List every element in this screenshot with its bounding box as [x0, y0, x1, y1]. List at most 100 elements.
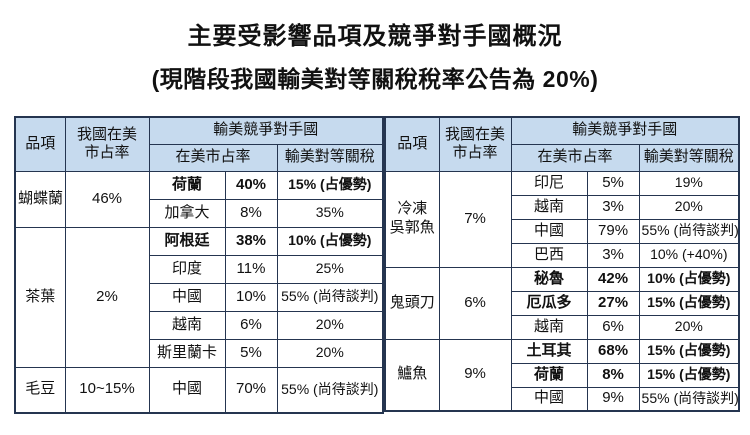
tariff-cell: 55% (尚待談判) — [276, 366, 384, 414]
share-cell: 5% — [224, 338, 278, 368]
right-header-row-2: 在美市占率 輸美對等關稅 — [385, 143, 740, 172]
country-cell: 中國 — [148, 282, 226, 312]
share-cell: 8% — [224, 198, 278, 228]
share-cell: 68% — [586, 338, 640, 364]
item-cell: 毛豆 — [14, 366, 66, 414]
our-share-cell: 10~15% — [64, 366, 150, 414]
our-share-cell: 6% — [438, 266, 512, 340]
left-header-row-2: 在美市占率 輸美對等關稅 — [15, 143, 384, 172]
left-table: 品項 我國在美 市占率 輸美競爭對手國 在美市占率 輸美對等關稅 蝴蝶蘭 46%… — [14, 116, 385, 414]
country-cell: 中國 — [510, 386, 588, 412]
right-header-competitor-share: 在美市占率 — [510, 143, 640, 172]
tariff-cell: 55% (尚待談判) — [638, 386, 740, 412]
share-cell: 42% — [586, 266, 640, 292]
table-row: 巴西 3% 10% (+40%) — [385, 242, 740, 268]
page-subtitle: (現階段我國輸美對等關稅稅率公告為 20%) — [151, 66, 599, 92]
table-row: 冷凍 吳郭魚 7% 印尼 5% 19% — [384, 170, 740, 268]
left-header-competitor-share: 在美市占率 — [148, 143, 278, 172]
country-cell: 荷蘭 — [148, 170, 226, 200]
table-row: 蝴蝶蘭 46% 荷蘭 40% 15% (占優勢) — [14, 170, 384, 228]
item-cell: 鱸魚 — [384, 338, 440, 412]
right-header-our-share-line1: 我國在美 — [445, 125, 506, 143]
country-cell: 巴西 — [510, 242, 588, 268]
table-row: 中國 10% 55% (尚待談判) — [15, 282, 384, 312]
country-cell: 越南 — [148, 310, 226, 340]
item-cell: 冷凍 吳郭魚 — [384, 170, 440, 268]
left-header-competitors: 輸美競爭對手國 — [148, 116, 384, 145]
tables-container: 品項 我國在美 市占率 輸美競爭對手國 在美市占率 輸美對等關稅 蝴蝶蘭 46%… — [14, 116, 741, 414]
our-share-cell: 9% — [438, 338, 512, 412]
tariff-cell: 35% — [276, 198, 384, 228]
tariff-cell: 10% (占優勢) — [638, 266, 740, 292]
share-cell: 5% — [586, 170, 640, 196]
tariff-cell: 20% — [276, 338, 384, 368]
table-row: 鱸魚 9% 土耳其 68% 15% (占優勢) — [384, 338, 740, 412]
left-header-our-share: 我國在美 市占率 — [64, 116, 150, 172]
share-cell: 3% — [586, 242, 640, 268]
country-cell: 越南 — [510, 314, 588, 340]
share-cell: 38% — [224, 226, 278, 256]
right-table: 品項 我國在美 市占率 輸美競爭對手國 在美市占率 輸美對等關稅 冷凍 吳郭魚 — [384, 116, 741, 412]
table-row: 越南 6% 20% — [15, 310, 384, 340]
tariff-cell: 20% — [638, 314, 740, 340]
share-cell: 6% — [224, 310, 278, 340]
country-cell: 荷蘭 — [510, 362, 588, 388]
slide: 主要受影響品項及競爭對手國概況 (現階段我國輸美對等關稅稅率公告為 20%) 品… — [0, 16, 750, 435]
our-share-cell: 2% — [64, 226, 150, 368]
country-cell: 厄瓜多 — [510, 290, 588, 316]
table-row: 茶葉 2% 阿根廷 38% 10% (占優勢) — [14, 226, 384, 368]
left-header-our-share-line2: 市占率 — [84, 144, 130, 162]
country-cell: 越南 — [510, 194, 588, 220]
table-row: 鬼頭刀 6% 秘魯 42% 10% (占優勢) — [384, 266, 740, 340]
table-row: 加拿大 8% 35% — [15, 198, 384, 228]
tariff-cell: 10% (占優勢) — [276, 226, 384, 256]
country-cell: 斯里蘭卡 — [148, 338, 226, 368]
table-row: 毛豆 10~15% 中國 70% 55% (尚待談判) — [14, 366, 384, 414]
table-row: 印度 11% 25% — [15, 254, 384, 284]
share-cell: 8% — [586, 362, 640, 388]
share-cell: 70% — [224, 366, 278, 414]
table-row: 厄瓜多 27% 15% (占優勢) — [385, 290, 740, 316]
item-cell: 蝴蝶蘭 — [14, 170, 66, 228]
our-share-cell: 7% — [438, 170, 512, 268]
right-header-our-share: 我國在美 市占率 — [438, 116, 512, 172]
country-cell: 印尼 — [510, 170, 588, 196]
right-header-competitor-tariff: 輸美對等關稅 — [638, 143, 740, 172]
left-header-item: 品項 — [14, 116, 66, 172]
right-header-competitors: 輸美競爭對手國 — [510, 116, 740, 145]
table-row: 越南 3% 20% — [385, 194, 740, 220]
tariff-cell: 55% (尚待談判) — [638, 218, 740, 244]
country-cell: 阿根廷 — [148, 226, 226, 256]
item-line: 吳郭魚 — [389, 219, 435, 236]
country-cell: 中國 — [148, 366, 226, 414]
share-cell: 79% — [586, 218, 640, 244]
page-title: 主要受影響品項及競爭對手國概況 — [187, 23, 563, 50]
table-row: 中國 9% 55% (尚待談判) — [385, 386, 740, 412]
tariff-cell: 25% — [276, 254, 384, 284]
tariff-cell: 15% (占優勢) — [276, 170, 384, 200]
share-cell: 27% — [586, 290, 640, 316]
tariff-cell: 20% — [638, 194, 740, 220]
item-line: 冷凍 — [397, 200, 428, 218]
country-cell: 中國 — [510, 218, 588, 244]
tariff-cell: 55% (尚待談判) — [276, 282, 384, 312]
left-header-row-1: 品項 我國在美 市占率 輸美競爭對手國 — [14, 116, 384, 172]
our-share-cell: 46% — [64, 170, 150, 228]
left-header-our-share-line1: 我國在美 — [76, 125, 137, 143]
tariff-cell: 19% — [638, 170, 740, 196]
right-header-our-share-line2: 市占率 — [452, 144, 498, 162]
table-row: 斯里蘭卡 5% 20% — [15, 338, 384, 368]
right-header-item: 品項 — [384, 116, 440, 172]
country-cell: 土耳其 — [510, 338, 588, 364]
share-cell: 6% — [586, 314, 640, 340]
tariff-cell: 15% (占優勢) — [638, 290, 740, 316]
right-header-row-1: 品項 我國在美 市占率 輸美競爭對手國 — [384, 116, 740, 172]
item-cell: 鬼頭刀 — [384, 266, 440, 340]
tariff-cell: 10% (+40%) — [638, 242, 740, 268]
share-cell: 40% — [224, 170, 278, 200]
share-cell: 11% — [224, 254, 278, 284]
country-cell: 秘魯 — [510, 266, 588, 292]
tariff-cell: 15% (占優勢) — [638, 338, 740, 364]
left-header-competitor-tariff: 輸美對等關稅 — [276, 143, 384, 172]
share-cell: 3% — [586, 194, 640, 220]
